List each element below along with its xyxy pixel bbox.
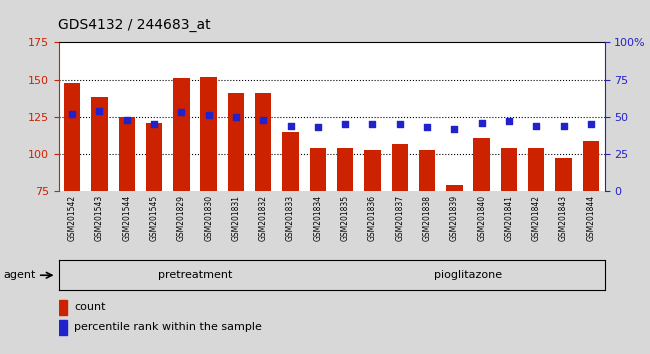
Text: GSM201835: GSM201835 [341, 195, 350, 241]
Text: GSM201544: GSM201544 [122, 195, 131, 241]
Point [531, 123, 541, 129]
Text: GSM201843: GSM201843 [559, 195, 568, 241]
Point [586, 121, 596, 127]
Text: GSM201844: GSM201844 [586, 195, 595, 241]
Bar [282, 132, 299, 191]
Bar [64, 82, 81, 191]
Point [558, 123, 569, 129]
Point [395, 121, 405, 127]
Point [313, 124, 323, 130]
Text: GSM201837: GSM201837 [395, 195, 404, 241]
Point [176, 109, 187, 115]
Point [367, 121, 378, 127]
Point [258, 117, 268, 122]
Point [149, 121, 159, 127]
Bar [173, 78, 190, 191]
Text: GSM201829: GSM201829 [177, 195, 186, 241]
Bar [58, 300, 67, 315]
Bar [200, 77, 217, 191]
Bar [58, 320, 67, 335]
Bar [255, 93, 272, 191]
Text: GSM201830: GSM201830 [204, 195, 213, 241]
Bar [227, 93, 244, 191]
Point [231, 114, 241, 120]
Text: GSM201839: GSM201839 [450, 195, 459, 241]
Point [94, 108, 105, 114]
Text: GSM201841: GSM201841 [504, 195, 514, 241]
Bar [500, 148, 517, 191]
Point [285, 123, 296, 129]
Bar [528, 148, 545, 191]
Text: GSM201834: GSM201834 [313, 195, 322, 241]
Bar [91, 97, 108, 191]
Text: pioglitazone: pioglitazone [434, 270, 502, 280]
Text: GSM201832: GSM201832 [259, 195, 268, 241]
Text: GDS4132 / 244683_at: GDS4132 / 244683_at [58, 18, 211, 32]
Text: GSM201545: GSM201545 [150, 195, 159, 241]
Bar [555, 159, 572, 191]
Bar [146, 123, 162, 191]
Point [449, 126, 460, 132]
Point [340, 121, 350, 127]
Text: percentile rank within the sample: percentile rank within the sample [74, 322, 262, 332]
Bar [446, 185, 463, 191]
Text: GSM201838: GSM201838 [422, 195, 432, 241]
Text: agent: agent [3, 270, 36, 280]
Text: GSM201842: GSM201842 [532, 195, 541, 241]
Point [122, 117, 132, 122]
Text: GSM201831: GSM201831 [231, 195, 240, 241]
Bar [582, 141, 599, 191]
Bar [419, 149, 436, 191]
Bar [118, 117, 135, 191]
Text: GSM201836: GSM201836 [368, 195, 377, 241]
Text: GSM201833: GSM201833 [286, 195, 295, 241]
Point [67, 111, 77, 117]
Point [476, 120, 487, 126]
Point [422, 124, 432, 130]
Bar [309, 148, 326, 191]
Text: count: count [74, 302, 106, 313]
Text: GSM201542: GSM201542 [68, 195, 77, 241]
Bar [364, 149, 381, 191]
Point [203, 113, 214, 118]
Bar [391, 144, 408, 191]
Bar [473, 138, 490, 191]
Bar [337, 148, 354, 191]
Text: GSM201543: GSM201543 [95, 195, 104, 241]
Point [504, 119, 514, 124]
Text: pretreatment: pretreatment [158, 270, 232, 280]
Text: GSM201840: GSM201840 [477, 195, 486, 241]
